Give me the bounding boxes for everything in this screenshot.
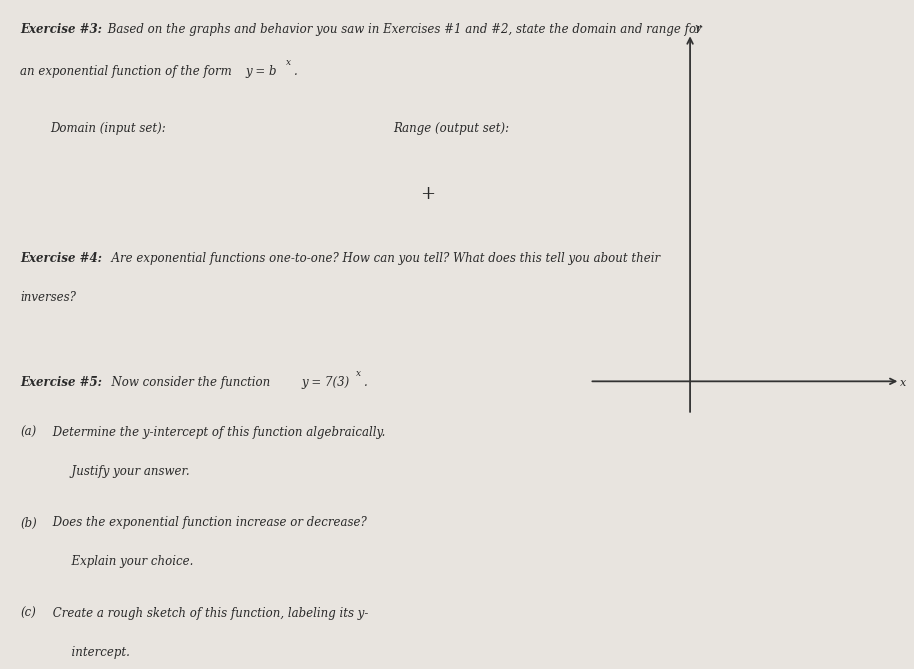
Text: Determine the y-intercept of this function algebraically.: Determine the y-intercept of this functi… — [49, 426, 386, 439]
Text: y = b: y = b — [246, 65, 277, 78]
Text: Range (output set):: Range (output set): — [393, 122, 509, 134]
Text: inverses?: inverses? — [20, 291, 76, 304]
Text: Based on the graphs and behavior you saw in Exercises #1 and #2, state the domai: Based on the graphs and behavior you saw… — [104, 23, 702, 36]
Text: Create a rough sketch of this function, labeling its y-: Create a rough sketch of this function, … — [49, 607, 368, 619]
Text: x: x — [286, 58, 292, 67]
Text: .: . — [294, 65, 298, 78]
Text: .: . — [364, 376, 367, 389]
Text: Does the exponential function increase or decrease?: Does the exponential function increase o… — [49, 516, 367, 529]
Text: y: y — [695, 23, 701, 33]
Text: Now consider the function: Now consider the function — [104, 376, 278, 389]
Text: Exercise #5:: Exercise #5: — [20, 376, 102, 389]
Text: (b): (b) — [20, 516, 37, 529]
Text: (c): (c) — [20, 607, 36, 619]
Text: +: + — [420, 185, 436, 203]
Text: Exercise #4:: Exercise #4: — [20, 252, 102, 265]
Text: Domain (input set):: Domain (input set): — [50, 122, 166, 134]
Text: x: x — [356, 369, 361, 378]
Text: (a): (a) — [20, 426, 37, 439]
Text: x: x — [900, 378, 907, 388]
Text: Exercise #3:: Exercise #3: — [20, 23, 102, 36]
Text: intercept.: intercept. — [49, 646, 130, 658]
Text: Justify your answer.: Justify your answer. — [49, 465, 190, 478]
Text: Are exponential functions one-to-one? How can you tell? What does this tell you : Are exponential functions one-to-one? Ho… — [104, 252, 660, 265]
Text: y = 7(3): y = 7(3) — [302, 376, 350, 389]
Text: an exponential function of the form: an exponential function of the form — [20, 65, 239, 78]
Text: Explain your choice.: Explain your choice. — [49, 555, 194, 568]
